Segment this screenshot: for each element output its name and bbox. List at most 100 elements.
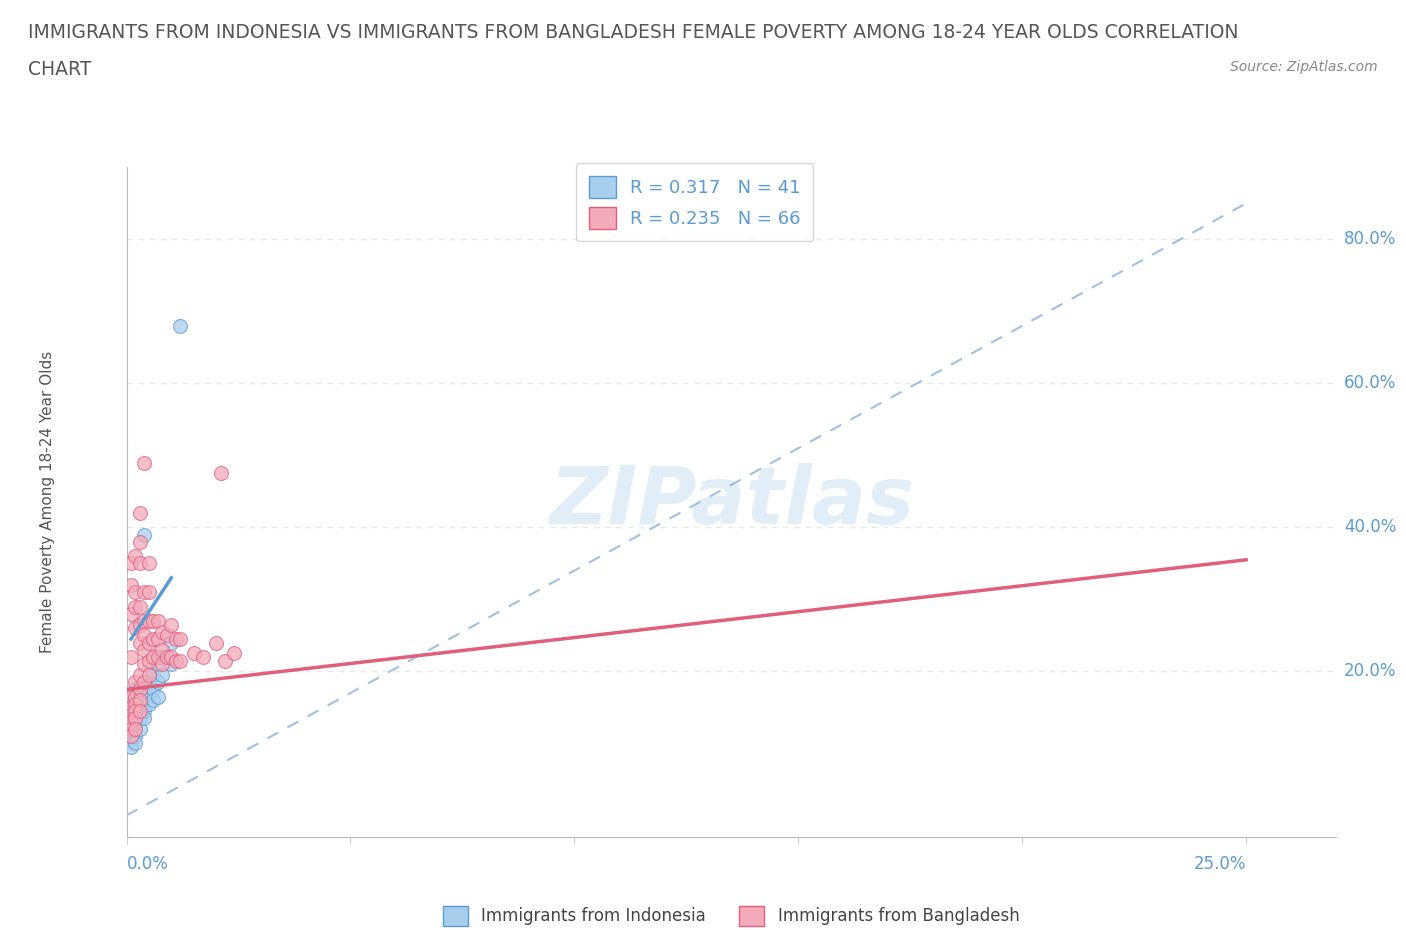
Point — [146, 614, 169, 629]
Point — [120, 711, 142, 725]
Point — [134, 455, 156, 470]
Point — [124, 700, 146, 715]
Point — [120, 578, 142, 592]
Text: ZIPatlas: ZIPatlas — [548, 463, 914, 541]
Point — [134, 614, 156, 629]
Point — [150, 668, 173, 683]
Point — [160, 649, 183, 664]
Point — [129, 722, 152, 737]
Point — [129, 697, 152, 711]
Point — [120, 718, 142, 733]
Point — [138, 685, 160, 700]
Point — [138, 614, 160, 629]
Text: IMMIGRANTS FROM INDONESIA VS IMMIGRANTS FROM BANGLADESH FEMALE POVERTY AMONG 18-: IMMIGRANTS FROM INDONESIA VS IMMIGRANTS … — [28, 23, 1239, 42]
Point — [146, 631, 169, 646]
Point — [134, 711, 156, 725]
Point — [160, 618, 183, 632]
Text: Female Poverty Among 18-24 Year Olds: Female Poverty Among 18-24 Year Olds — [41, 352, 55, 654]
Point — [165, 653, 187, 668]
Point — [191, 649, 214, 664]
Point — [214, 653, 236, 668]
Point — [124, 736, 146, 751]
Point — [129, 711, 152, 725]
Point — [134, 657, 156, 671]
Text: 80.0%: 80.0% — [1344, 231, 1396, 248]
Point — [138, 635, 160, 650]
Point — [134, 527, 156, 542]
Point — [142, 614, 165, 629]
Point — [124, 707, 146, 722]
Point — [120, 729, 142, 744]
Point — [129, 704, 152, 719]
Text: CHART: CHART — [28, 60, 91, 79]
Point — [138, 556, 160, 571]
Point — [150, 657, 173, 671]
Point — [120, 722, 142, 737]
Point — [142, 693, 165, 708]
Text: 60.0%: 60.0% — [1344, 375, 1396, 392]
Text: 40.0%: 40.0% — [1344, 518, 1396, 537]
Text: Source: ZipAtlas.com: Source: ZipAtlas.com — [1230, 60, 1378, 74]
Text: 0.0%: 0.0% — [127, 855, 169, 873]
Point — [134, 704, 156, 719]
Point — [120, 689, 142, 704]
Point — [120, 697, 142, 711]
Point — [120, 714, 142, 729]
Point — [138, 585, 160, 600]
Point — [129, 668, 152, 683]
Point — [124, 675, 146, 690]
Point — [146, 675, 169, 690]
Legend: Immigrants from Indonesia, Immigrants from Bangladesh: Immigrants from Indonesia, Immigrants fr… — [436, 899, 1026, 930]
Point — [129, 506, 152, 521]
Point — [129, 682, 152, 697]
Point — [120, 704, 142, 719]
Point — [205, 635, 228, 650]
Point — [120, 556, 142, 571]
Point — [124, 620, 146, 635]
Text: 20.0%: 20.0% — [1344, 662, 1396, 681]
Point — [129, 599, 152, 614]
Point — [129, 678, 152, 693]
Point — [120, 707, 142, 722]
Point — [134, 693, 156, 708]
Text: 25.0%: 25.0% — [1194, 855, 1246, 873]
Point — [160, 635, 183, 650]
Point — [169, 631, 191, 646]
Point — [183, 646, 205, 661]
Point — [142, 682, 165, 697]
Point — [222, 646, 245, 661]
Point — [146, 689, 169, 704]
Point — [142, 631, 165, 646]
Point — [120, 700, 142, 715]
Point — [129, 704, 152, 719]
Point — [160, 657, 183, 671]
Point — [120, 732, 142, 747]
Point — [124, 722, 146, 737]
Point — [124, 697, 146, 711]
Point — [156, 628, 179, 643]
Point — [138, 653, 160, 668]
Point — [124, 722, 146, 737]
Point — [142, 668, 165, 683]
Point — [169, 318, 191, 333]
Point — [142, 649, 165, 664]
Point — [129, 635, 152, 650]
Point — [120, 722, 142, 737]
Point — [124, 585, 146, 600]
Point — [124, 689, 146, 704]
Point — [134, 628, 156, 643]
Point — [129, 556, 152, 571]
Point — [120, 739, 142, 754]
Point — [124, 682, 146, 697]
Point — [120, 725, 142, 740]
Point — [150, 624, 173, 639]
Point — [124, 729, 146, 744]
Point — [124, 599, 146, 614]
Point — [124, 711, 146, 725]
Point — [138, 675, 160, 690]
Point — [129, 618, 152, 632]
Point — [124, 704, 146, 719]
Point — [150, 643, 173, 658]
Point — [138, 668, 160, 683]
Point — [134, 643, 156, 658]
